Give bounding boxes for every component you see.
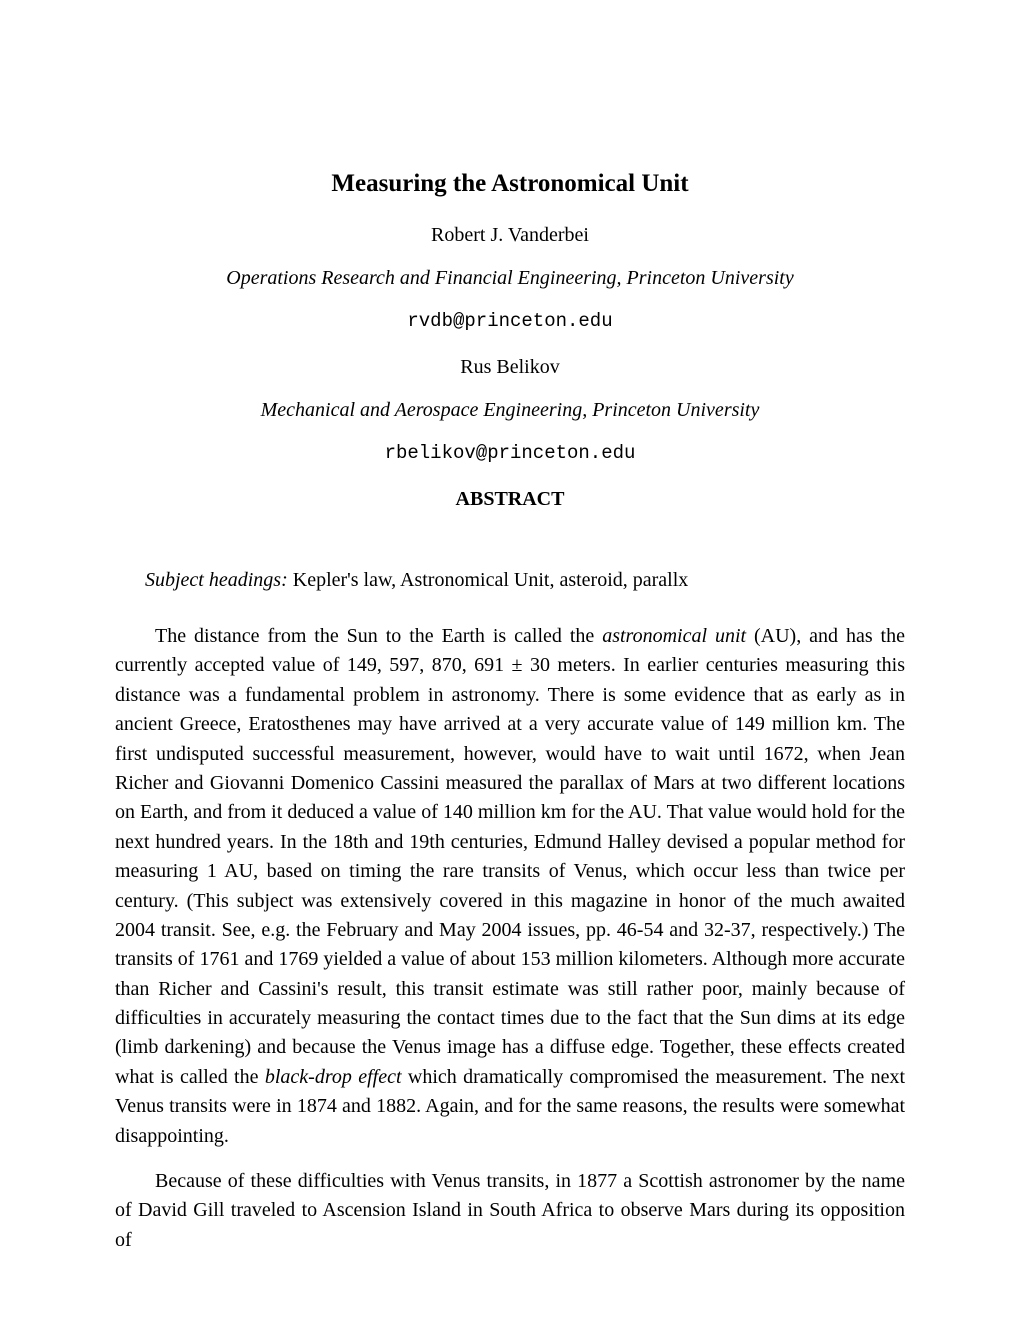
paragraph-text: (AU), and has the currently accepted val… (115, 625, 905, 1088)
author-name-2: Rus Belikov (115, 356, 905, 379)
subject-headings-label: Subject headings: (145, 569, 288, 591)
paragraph-text: The distance from the Sun to the Earth i… (155, 625, 602, 647)
subject-headings-value: Kepler's law, Astronomical Unit, asteroi… (288, 569, 689, 591)
body-paragraph-2: Because of these difficulties with Venus… (115, 1167, 905, 1255)
author-email-1: rvdb@princeton.edu (115, 310, 905, 332)
body-paragraph-1: The distance from the Sun to the Earth i… (115, 622, 905, 1151)
subject-headings: Subject headings: Kepler's law, Astronom… (115, 569, 905, 592)
abstract-heading: ABSTRACT (115, 488, 905, 511)
author-affiliation-2: Mechanical and Aerospace Engineering, Pr… (115, 399, 905, 422)
italic-term-astronomical-unit: astronomical unit (602, 625, 746, 647)
author-email-2: rbelikov@princeton.edu (115, 442, 905, 464)
author-affiliation-1: Operations Research and Financial Engine… (115, 267, 905, 290)
italic-term-black-drop: black-drop effect (265, 1066, 402, 1088)
author-name-1: Robert J. Vanderbei (115, 224, 905, 247)
paper-title: Measuring the Astronomical Unit (115, 170, 905, 198)
